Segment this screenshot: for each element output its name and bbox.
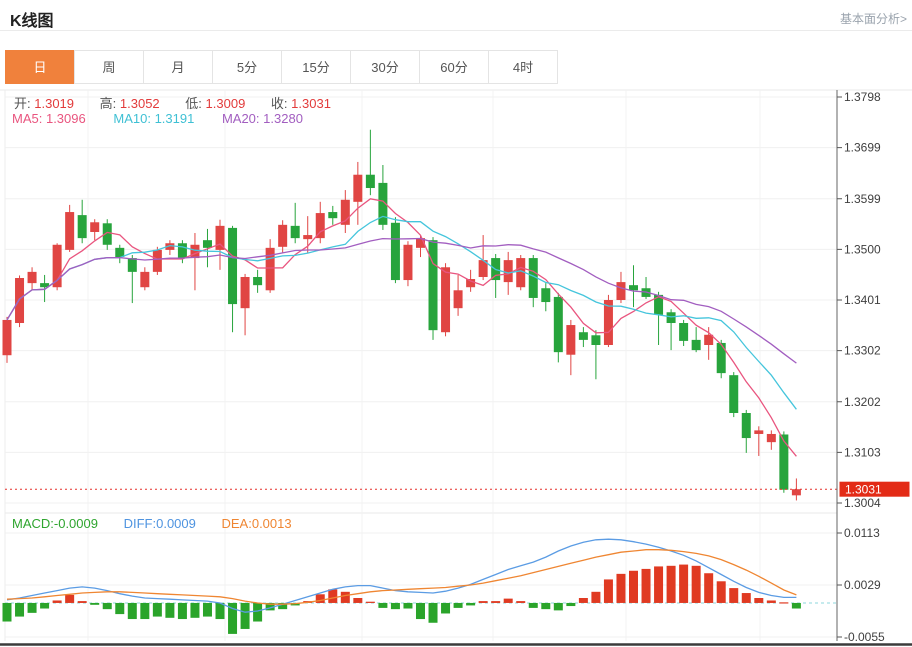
- macd-legend: MACD:-0.0009 DIFF:0.0009 DEA:0.0013: [12, 516, 292, 531]
- close-label: 收:: [270, 96, 288, 111]
- price-tick-label: 1.3699: [844, 141, 881, 155]
- price-tick-label: 1.3004: [844, 496, 881, 510]
- low-label: 低:: [185, 96, 202, 111]
- macd-tick-label: -0.0055: [844, 630, 885, 644]
- page-title: K线图: [10, 13, 54, 30]
- ma20-value: MA20: 1.3280: [221, 111, 303, 126]
- price-tick-label: 1.3599: [844, 192, 881, 206]
- tab-60分[interactable]: 60分: [419, 50, 489, 84]
- macd-tick-label: 0.0029: [844, 578, 881, 592]
- price-tick-label: 1.3302: [844, 344, 881, 358]
- close-value: 1.3031: [291, 96, 331, 111]
- low-value: 1.3009: [205, 96, 246, 111]
- macd-value: MACD:-0.0009: [12, 516, 98, 531]
- tab-周[interactable]: 周: [74, 50, 144, 84]
- price-tick-label: 1.3798: [844, 90, 881, 104]
- last-price-badge: 1.3031: [839, 481, 910, 497]
- ma20-line: [6, 237, 797, 364]
- diff-line: [6, 538, 797, 613]
- ma5-line: [6, 198, 797, 457]
- price-tick-label: 1.3103: [844, 445, 881, 459]
- interval-tab-bar: 日周月 5分 15分 30分 60分 4时: [5, 50, 558, 84]
- ohlc-legend: 开: 1.3019 高: 1.3052 低: 1.3009 收: 1.3031: [14, 93, 331, 112]
- ma10-line: [6, 215, 797, 410]
- fundamental-analysis-link[interactable]: 基本面分析>: [839, 12, 907, 26]
- tab-15分[interactable]: 15分: [281, 50, 351, 84]
- open-value: 1.3019: [34, 96, 75, 111]
- tab-日[interactable]: 日: [5, 50, 75, 84]
- high-value: 1.3052: [119, 96, 160, 111]
- gridlines: [5, 90, 837, 641]
- macd-tick-label: 0.0113: [844, 526, 880, 540]
- tab-4时[interactable]: 4时: [488, 50, 558, 84]
- price-tick-label: 1.3500: [844, 242, 881, 256]
- header-divider: [0, 30, 912, 31]
- candles-series: [2, 129, 801, 501]
- high-label: 高:: [99, 96, 117, 111]
- ma5-value: MA5: 1.3096: [12, 111, 86, 126]
- dea-value: DEA:0.0013: [221, 516, 292, 531]
- price-tick-label: 1.3401: [844, 293, 881, 307]
- open-label: 开:: [14, 96, 31, 111]
- ma-legend: MA5: 1.3096 MA10: 1.3191 MA20: 1.3280: [12, 111, 303, 126]
- diff-value: DIFF:0.0009: [123, 516, 196, 531]
- svg-text:1.3031: 1.3031: [845, 483, 882, 497]
- tab-5分[interactable]: 5分: [212, 50, 282, 84]
- macd-histogram: [2, 564, 801, 634]
- ma10-value: MA10: 1.3191: [113, 111, 195, 126]
- price-tick-label: 1.3202: [844, 395, 881, 409]
- tab-30分[interactable]: 30分: [350, 50, 420, 84]
- dea-line: [6, 549, 797, 605]
- tab-月[interactable]: 月: [143, 50, 213, 84]
